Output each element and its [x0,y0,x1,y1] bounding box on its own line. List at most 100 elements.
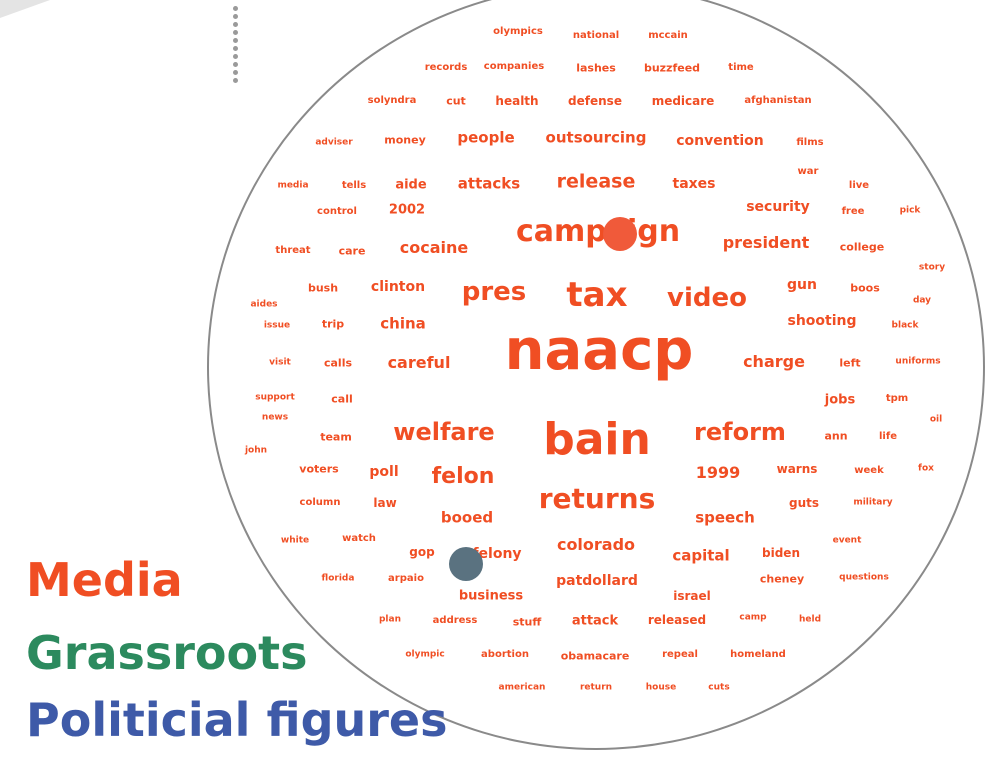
corner-wedge-shape [0,0,50,18]
cloud-word: buzzfeed [643,61,701,75]
cloud-word: mccain [648,30,688,41]
cloud-word: clinton [370,279,426,295]
cloud-word: house [645,682,677,693]
cloud-word: 1999 [695,463,741,482]
cloud-word: returns [538,482,656,515]
cloud-word: abortion [481,649,529,660]
cloud-word: voters [299,462,339,476]
cloud-word: films [796,137,824,148]
cloud-word: uniforms [895,356,941,367]
cloud-word: stuff [512,615,542,629]
cloud-word: control [317,206,357,217]
cloud-word: florida [321,573,355,584]
cloud-word: return [579,682,613,693]
cloud-word: colorado [556,535,636,554]
cloud-word: event [832,535,862,546]
cloud-word: tax [566,275,628,315]
cloud-word: careful [387,353,451,372]
cloud-word: business [458,588,524,604]
cloud-word: olympic [405,649,445,660]
orange-dot-marker [603,217,637,251]
cloud-word: bush [307,281,339,295]
cloud-word: security [746,199,810,215]
cloud-word: fox [918,463,934,474]
cloud-word: china [380,314,426,333]
cloud-word: olympics [493,26,543,37]
cloud-word: outsourcing [545,128,647,147]
cloud-word: address [432,615,478,626]
cloud-word: national [572,30,620,41]
cloud-word: israel [673,589,711,603]
cloud-word: arpaio [388,573,424,584]
slate-dot-marker [449,547,483,581]
cloud-word: charge [743,352,805,371]
cloud-word: life [879,431,897,442]
cloud-word: president [722,233,810,252]
cloud-word: booed [440,508,494,527]
cloud-word: campaign [515,214,681,249]
word-cloud-circle [207,0,985,750]
cloud-word: warns [776,462,818,476]
cloud-word: cocaine [399,238,469,257]
cloud-word: watch [342,533,376,544]
cloud-word: column [299,497,341,508]
cloud-word: visit [269,357,291,368]
dotted-divider [233,6,239,86]
cloud-word: felony [472,546,522,562]
cloud-word: naacp [504,318,694,383]
cloud-word: speech [695,508,755,527]
cloud-word: free [841,206,865,217]
cloud-word: records [424,62,468,73]
cloud-word: time [728,62,754,73]
cloud-word: cuts [708,682,730,693]
cloud-word: solyndra [367,95,417,106]
cloud-word: trip [321,317,345,331]
cloud-word: capital [672,546,730,565]
cloud-word: war [797,166,819,177]
cloud-word: adviser [315,137,353,148]
cloud-word: story [918,262,946,273]
cloud-word: released [647,613,707,627]
cloud-word: boos [850,281,880,295]
cloud-word: guts [788,496,820,510]
cloud-word: issue [263,320,291,331]
cloud-word: camp [739,612,767,623]
cloud-word: attacks [457,174,521,193]
cloud-word: care [338,244,366,258]
cloud-word: lashes [576,61,616,75]
cloud-word: cheney [759,572,805,586]
cloud-word: calls [323,356,353,370]
cloud-word: 2002 [388,202,426,218]
cloud-word: tpm [885,393,909,404]
cloud-word: jobs [824,392,856,408]
cloud-word: tells [341,180,367,191]
cloud-word: american [498,682,546,693]
cloud-word: defense [568,94,622,108]
cloud-word: call [331,392,353,406]
legend-media: Media [26,553,183,607]
cloud-word: black [891,320,919,331]
cloud-word: shooting [787,313,857,329]
cloud-word: patdollard [556,573,638,589]
cloud-word: questions [839,572,889,583]
cloud-word: cut [446,94,466,108]
cloud-word: felon [431,464,495,489]
cloud-word: video [667,283,747,313]
cloud-word: bain [543,414,651,465]
cloud-word: obamacare [560,649,630,663]
cloud-word: oil [929,414,943,425]
cloud-word: college [839,240,885,254]
cloud-word: homeland [730,649,786,660]
cloud-word: companies [483,61,545,72]
cloud-word: medicare [651,94,715,108]
cloud-word: plan [378,614,402,625]
cloud-word: release [556,170,636,193]
cloud-word: john [244,445,268,456]
cloud-word: week [854,465,884,476]
cloud-word: health [495,94,539,108]
cloud-word: gun [787,277,817,293]
cloud-word: left [839,356,861,370]
cloud-word: reform [694,418,786,446]
cloud-word: biden [762,546,800,560]
